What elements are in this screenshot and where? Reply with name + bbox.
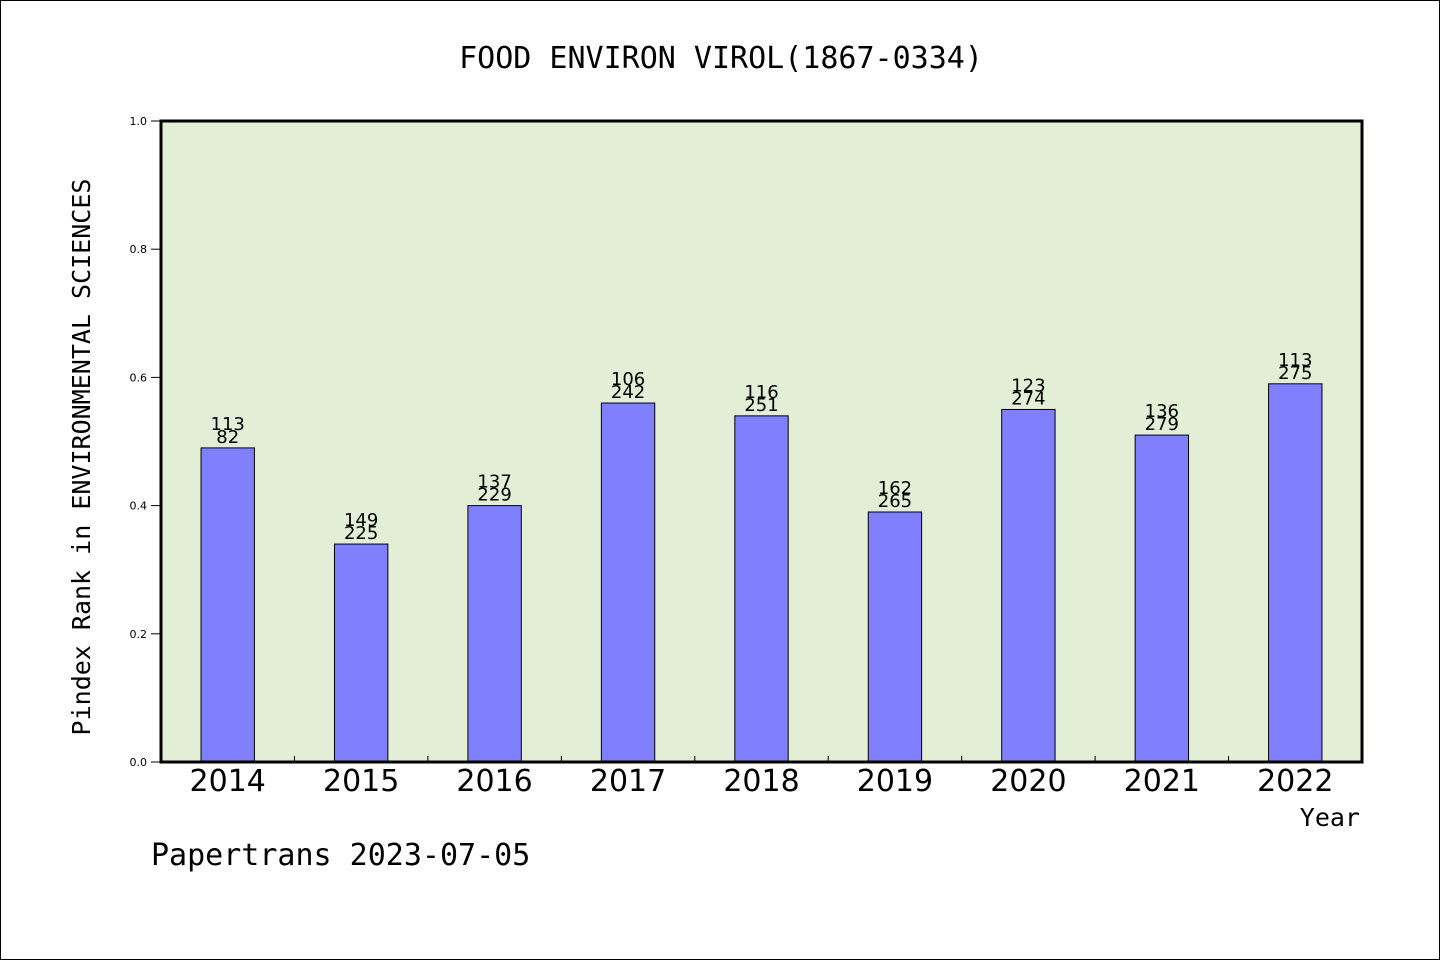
bar-total-label: 274: [1011, 388, 1045, 409]
bar-total-label: 82: [216, 427, 239, 448]
x-tick-label: 2021: [1124, 764, 1200, 799]
x-tick-label: 2022: [1257, 764, 1333, 799]
bar-total-label: 279: [1145, 414, 1179, 435]
x-tick-label: 2018: [723, 764, 799, 799]
bar-rank-label: 113: [211, 414, 245, 435]
y-tick-label: 0.8: [130, 243, 148, 256]
bar-2018: [734, 415, 789, 763]
x-tick-label: 2017: [590, 764, 666, 799]
x-tick-label: 2016: [456, 764, 532, 799]
bar-rank-label: 136: [1145, 401, 1179, 422]
bar-rank-label: 162: [878, 478, 912, 499]
bar-rank-label: 106: [611, 369, 645, 390]
bar-2021: [1134, 434, 1190, 763]
x-tick-label: 2020: [990, 764, 1066, 799]
x-axis-ticks: 2014 2015 2016 2017 2018 2019 2020 2021 2022: [190, 756, 1333, 799]
y-tick-label: 1.0: [130, 115, 148, 128]
bar-2020: [1001, 408, 1056, 763]
bar-total-label: 229: [477, 485, 511, 506]
bar-2019: [867, 511, 923, 763]
chart-title: FOOD ENVIRON VIROL(1867-0334): [459, 41, 983, 76]
bar-total-label: 251: [744, 395, 778, 416]
bar-2017: [600, 402, 656, 763]
bar-2022: [1268, 383, 1323, 763]
bar-total-label: 242: [611, 382, 645, 403]
footer-credit: Papertrans 2023-07-05: [151, 838, 530, 873]
bar-2016: [467, 505, 522, 763]
y-tick-label: 0.6: [130, 371, 148, 384]
bar-total-label: 265: [878, 491, 912, 512]
x-tick-label: 2019: [857, 764, 933, 799]
y-tick-label: 0.4: [130, 500, 148, 513]
bars-group: [200, 383, 1323, 763]
y-tick-label: 0.2: [130, 628, 148, 641]
plot-border: [159, 119, 1364, 764]
y-axis-label: Pindex Rank in ENVIRONMENTAL SCIENCES: [67, 179, 96, 736]
bar-2015: [333, 543, 389, 763]
x-tick-label: 2014: [190, 764, 266, 799]
y-tick-label: 0.0: [130, 756, 148, 769]
bar-total-label: 225: [344, 523, 378, 544]
bar-total-label: 275: [1278, 363, 1312, 384]
bar-rank-label: 137: [477, 472, 511, 493]
bar-2014: [200, 447, 255, 763]
x-axis-label: Year: [1300, 803, 1360, 832]
bar-rank-label: 113: [1278, 350, 1312, 371]
bar-rank-label: 123: [1011, 375, 1045, 396]
bar-rank-label: 116: [744, 382, 778, 403]
y-axis-ticks: 0.0 0.2 0.4 0.6 0.8 1.0: [130, 115, 161, 769]
x-tick-label: 2015: [323, 764, 399, 799]
bar-rank-label: 149: [344, 510, 378, 531]
